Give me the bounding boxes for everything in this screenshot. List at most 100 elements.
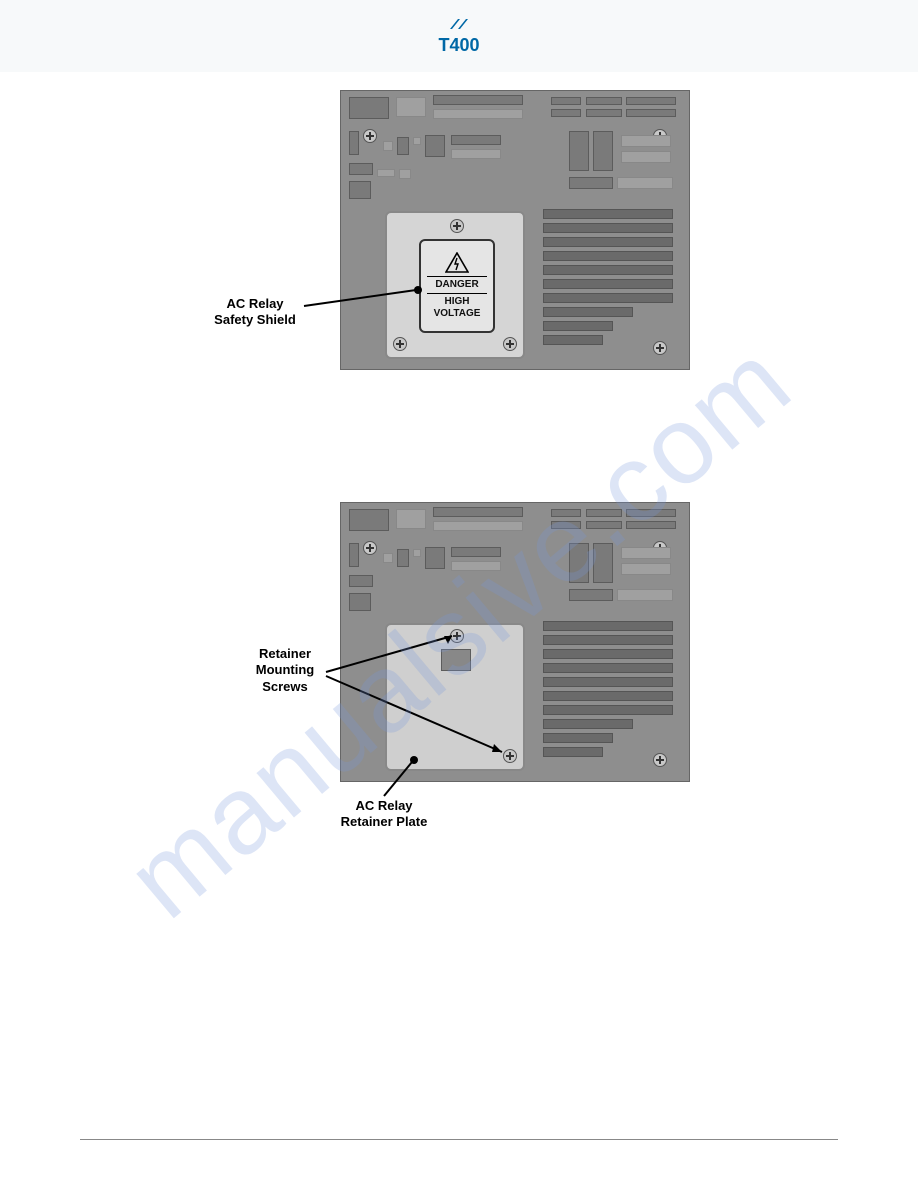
chip [349,131,359,155]
chip [617,177,673,189]
chip [425,547,445,569]
pci-slot [543,209,673,219]
screw-icon [393,337,407,351]
pci-slot [543,635,673,645]
pci-slot [543,237,673,247]
chip [397,137,409,155]
chip [626,509,676,517]
pci-slot [543,279,673,289]
pci-slot [543,293,673,303]
chip [593,131,613,171]
callout-safety-shield-label: AC Relay Safety Shield [200,296,310,329]
pci-slot [543,649,673,659]
chip [451,547,501,557]
chip [626,97,676,105]
pci-slot [543,307,633,317]
chip [349,509,389,531]
page-body: manualsive.com [0,72,918,1188]
chip [397,549,409,567]
pci-slot [543,733,613,743]
pcb-board: DANGER HIGH VOLTAGE [340,90,690,370]
safety-shield: DANGER HIGH VOLTAGE [385,211,525,359]
chip [586,109,622,117]
resistor [413,137,421,145]
screw-icon [363,541,377,555]
chip [569,589,613,601]
retainer-plate [385,623,525,771]
slot-bank [543,621,673,757]
chip [551,97,581,105]
chip [621,563,671,575]
pci-slot [543,621,673,631]
pcb-board [340,502,690,782]
page-header: T400 [0,0,918,72]
pci-slot [543,719,633,729]
chip [349,575,373,587]
chip [451,561,501,571]
chip [617,589,673,601]
screw-icon [363,129,377,143]
chip [569,543,589,583]
warning-triangle-icon [445,252,469,274]
danger-text-3: VOLTAGE [434,308,481,320]
danger-text-1: DANGER [435,279,478,291]
diagram-safety-shield: DANGER HIGH VOLTAGE [340,90,690,370]
footer-rule [80,1139,838,1140]
connector-row [433,109,523,119]
callout-text: AC Relay Retainer Plate [341,798,428,829]
chip [569,177,613,189]
callout-retainer-plate-label: AC Relay Retainer Plate [324,798,444,831]
header-title: T400 [438,35,479,56]
chip [396,509,426,529]
pci-slot [543,677,673,687]
chip [586,521,622,529]
connector-row [433,521,523,531]
chip [586,509,622,517]
chip [621,547,671,559]
pci-slot [543,705,673,715]
diagram-retainer-plate [340,502,690,782]
slot-bank [543,209,673,345]
chip [593,543,613,583]
connector-row [433,507,523,517]
pci-slot [543,691,673,701]
resistor [399,169,411,179]
pci-slot [543,321,613,331]
chip [396,97,426,117]
danger-text-2: HIGH [445,296,470,308]
callout-mounting-screws-label: Retainer Mounting Screws [240,646,330,695]
chip [621,151,671,163]
resistor [383,141,393,151]
connector-row [433,95,523,105]
callout-text: Retainer Mounting Screws [256,646,314,694]
chip [425,135,445,157]
chip [626,521,676,529]
chip [551,521,581,529]
screw-icon [450,219,464,233]
chip [551,109,581,117]
logo-icon [446,17,472,33]
chip [621,135,671,147]
chip [349,163,373,175]
chip [349,181,371,199]
pci-slot [543,223,673,233]
chip [451,149,501,159]
resistor [377,169,395,177]
pci-slot [543,265,673,275]
resistor [383,553,393,563]
retainer-screw-bottom [503,749,517,763]
danger-label: DANGER HIGH VOLTAGE [419,239,495,333]
chip [626,109,676,117]
pci-slot [543,747,603,757]
callout-text: AC Relay Safety Shield [214,296,296,327]
pci-slot [543,335,603,345]
chip [349,593,371,611]
relay [441,649,471,671]
resistor [413,549,421,557]
chip [349,543,359,567]
chip [349,97,389,119]
chip [451,135,501,145]
pci-slot [543,663,673,673]
pci-slot [543,251,673,261]
chip [569,131,589,171]
